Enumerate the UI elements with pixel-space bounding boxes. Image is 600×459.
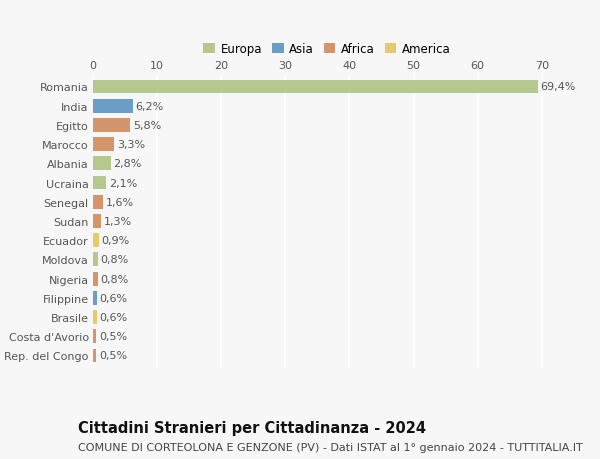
Text: 2,1%: 2,1% — [109, 178, 137, 188]
Bar — [93, 330, 96, 343]
Text: 0,6%: 0,6% — [100, 293, 128, 303]
Bar — [93, 272, 98, 286]
Text: 0,8%: 0,8% — [101, 274, 129, 284]
Bar — [93, 196, 103, 209]
Text: 69,4%: 69,4% — [541, 82, 576, 92]
Text: 5,8%: 5,8% — [133, 121, 161, 130]
Bar — [93, 100, 133, 113]
Bar — [93, 291, 97, 305]
Text: 2,8%: 2,8% — [113, 159, 142, 169]
Text: 0,6%: 0,6% — [100, 313, 128, 322]
Text: 1,6%: 1,6% — [106, 197, 134, 207]
Text: 3,3%: 3,3% — [117, 140, 145, 150]
Text: 0,5%: 0,5% — [99, 331, 127, 341]
Text: 0,8%: 0,8% — [101, 255, 129, 265]
Text: 0,5%: 0,5% — [99, 351, 127, 361]
Text: Cittadini Stranieri per Cittadinanza - 2024: Cittadini Stranieri per Cittadinanza - 2… — [78, 420, 426, 435]
Bar — [93, 119, 130, 133]
Bar — [93, 349, 96, 363]
Bar — [93, 310, 97, 324]
Bar — [93, 176, 106, 190]
Text: 6,2%: 6,2% — [136, 101, 164, 112]
Bar — [93, 157, 111, 171]
Bar — [93, 253, 98, 267]
Text: COMUNE DI CORTEOLONA E GENZONE (PV) - Dati ISTAT al 1° gennaio 2024 - TUTTITALIA: COMUNE DI CORTEOLONA E GENZONE (PV) - Da… — [78, 442, 583, 452]
Bar — [93, 138, 114, 151]
Bar — [93, 214, 101, 229]
Text: 0,9%: 0,9% — [101, 235, 130, 246]
Legend: Europa, Asia, Africa, America: Europa, Asia, Africa, America — [200, 40, 454, 58]
Text: 1,3%: 1,3% — [104, 217, 132, 226]
Bar — [93, 234, 99, 247]
Bar — [93, 80, 538, 94]
